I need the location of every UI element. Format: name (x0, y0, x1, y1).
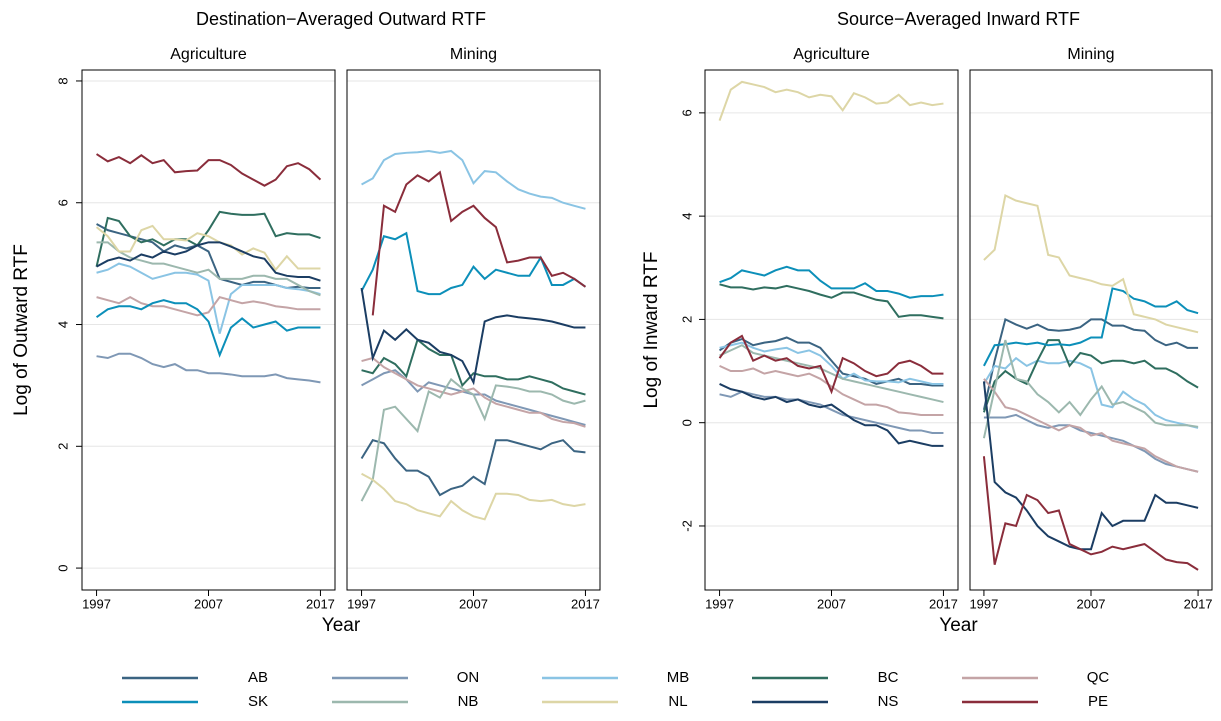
y-tick-label: 4 (55, 321, 70, 328)
x-tick-label: 2007 (194, 596, 223, 611)
series-line (719, 390, 944, 435)
panel-title: Agriculture (793, 46, 870, 63)
series-line (718, 336, 944, 387)
y-tick-label: 2 (679, 316, 694, 323)
panel-title: Mining (450, 46, 497, 63)
panel-frame (346, 69, 601, 591)
y-tick-label: 0 (55, 564, 70, 571)
legend-label: NS (878, 693, 899, 710)
legend-label: MB (667, 669, 690, 686)
series-line (982, 317, 1199, 410)
series-line (96, 153, 322, 187)
panel-frame (704, 69, 959, 591)
x-axis-label: Year (322, 615, 361, 636)
chart-title: Destination−Averaged Outward RTF (196, 9, 486, 29)
y-tick-label: -2 (679, 520, 694, 532)
y-axis-label: Log of Inward RTF (641, 251, 662, 408)
series-line (719, 364, 944, 416)
series-line (360, 287, 586, 386)
panel-title: Mining (1067, 46, 1114, 63)
series-line (360, 377, 586, 502)
series-line (718, 334, 944, 395)
x-tick-label: 1997 (347, 596, 376, 611)
panel-frame (81, 69, 336, 591)
x-tick-label: 1997 (82, 596, 111, 611)
y-tick-label: 6 (679, 109, 694, 116)
x-tick-label: 1997 (705, 596, 734, 611)
x-tick-label: 2017 (306, 596, 335, 611)
series-line (361, 472, 586, 521)
legend-label: ON (457, 669, 480, 686)
series-line (718, 80, 944, 121)
series-line (982, 381, 1199, 551)
series-line (719, 265, 944, 299)
series-line (983, 194, 1199, 334)
legend-label: BC (878, 669, 899, 686)
series-line (982, 339, 1199, 439)
series-line (719, 283, 944, 320)
x-axis-label: Year (939, 615, 978, 636)
series-line (96, 295, 321, 317)
series-line (95, 299, 321, 358)
x-tick-label: 2017 (929, 596, 958, 611)
series-line (983, 378, 1199, 473)
x-tick-label: 2017 (1184, 596, 1213, 611)
x-tick-label: 2007 (1077, 596, 1106, 611)
series-line (361, 149, 586, 210)
series-line (719, 344, 944, 404)
series-line (983, 356, 1199, 429)
legend-label: NL (668, 693, 687, 710)
series-line (361, 356, 586, 428)
panel-frame (969, 69, 1213, 591)
chart-title: Source−Averaged Inward RTF (837, 9, 1080, 29)
y-tick-label: 0 (679, 419, 694, 426)
y-tick-label: 2 (55, 443, 70, 450)
series-line (982, 456, 1199, 571)
legend-label: QC (1087, 669, 1110, 686)
x-tick-label: 1997 (969, 596, 998, 611)
series-line (371, 170, 587, 316)
series-line (719, 383, 944, 447)
series-line (361, 338, 586, 396)
series-line (96, 262, 321, 334)
x-tick-label: 2017 (571, 596, 600, 611)
series-line (96, 352, 321, 384)
y-axis-label: Log of Outward RTF (11, 244, 32, 416)
y-tick-label: 4 (679, 213, 694, 220)
panel-title: Agriculture (170, 46, 247, 63)
series-line (360, 439, 586, 497)
legend-label: AB (248, 669, 268, 686)
series-line (719, 341, 944, 385)
legend-label: SK (248, 693, 268, 710)
y-tick-label: 6 (55, 199, 70, 206)
legend-label: PE (1088, 693, 1108, 710)
x-tick-label: 2007 (459, 596, 488, 611)
series-line (983, 413, 1199, 473)
series-line (983, 287, 1199, 367)
series-line (96, 241, 321, 282)
legend-label: NB (458, 693, 479, 710)
series-line (360, 231, 587, 296)
series-line (95, 224, 321, 272)
series-line (95, 210, 321, 267)
x-tick-label: 2007 (817, 596, 846, 611)
y-tick-label: 8 (55, 77, 70, 84)
